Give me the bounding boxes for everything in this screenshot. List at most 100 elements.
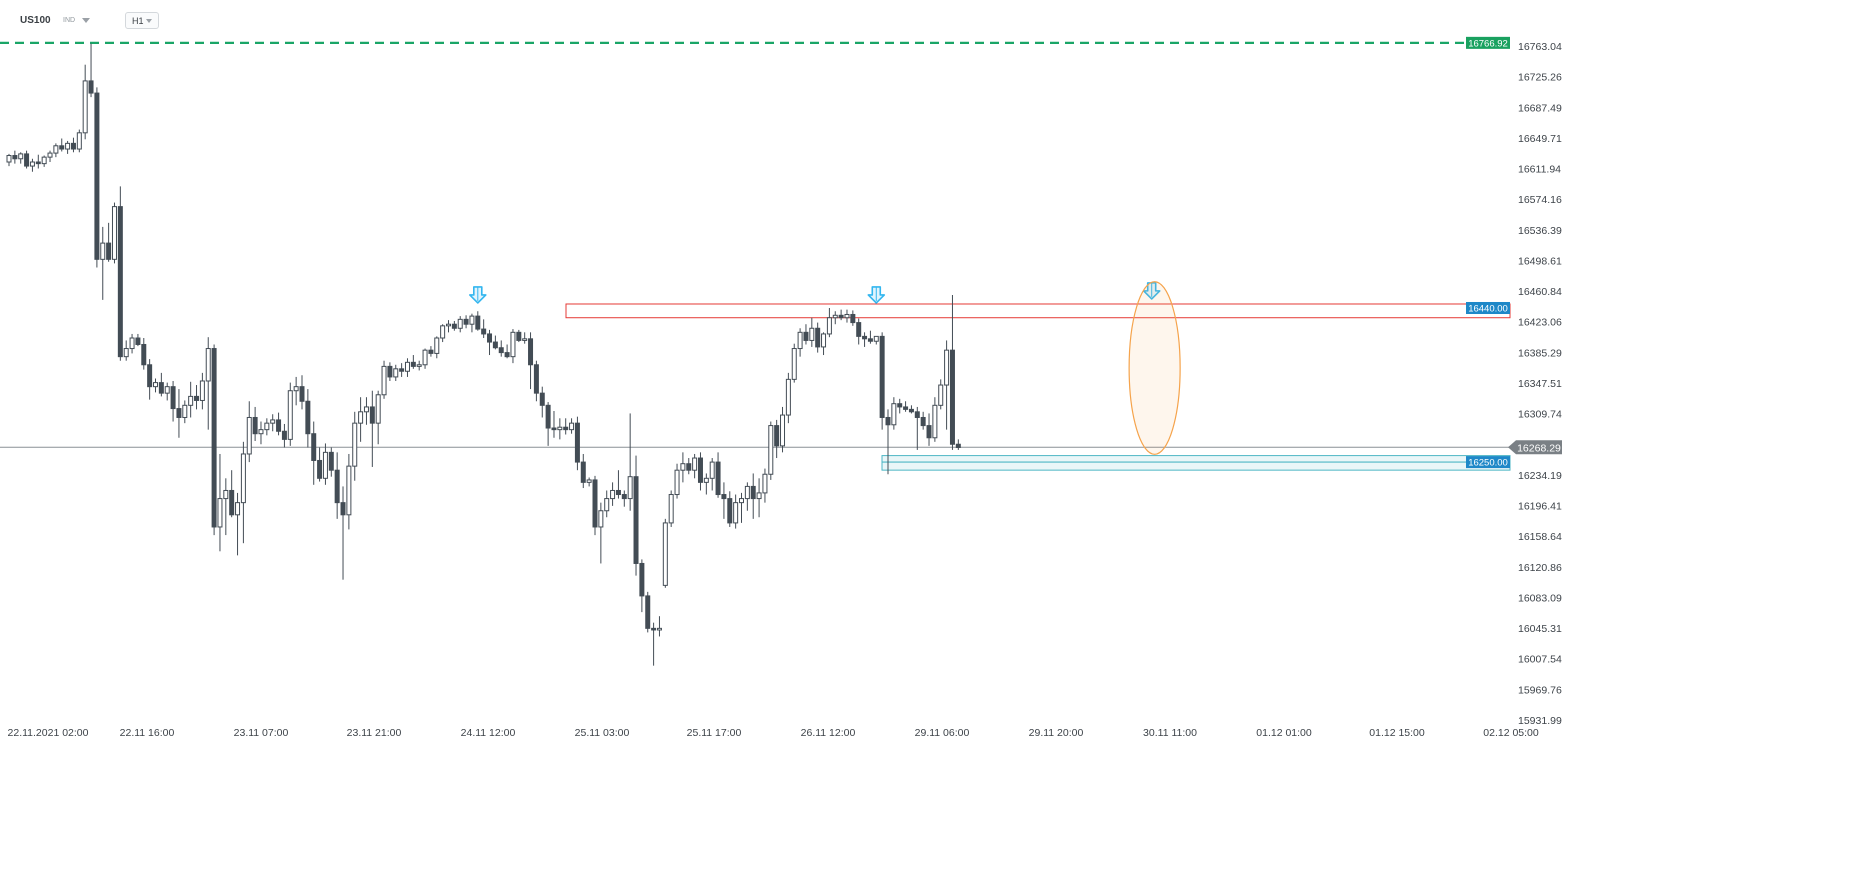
candle bbox=[469, 313, 475, 333]
candle bbox=[381, 360, 387, 399]
chevron-down-icon[interactable] bbox=[82, 18, 90, 23]
candle-body bbox=[258, 429, 264, 435]
candle-body bbox=[627, 476, 633, 500]
candle bbox=[352, 411, 358, 481]
candle bbox=[223, 478, 229, 536]
candle bbox=[111, 202, 117, 264]
candle bbox=[727, 491, 733, 527]
candle bbox=[733, 494, 739, 529]
candle bbox=[680, 452, 686, 483]
resistance-zone bbox=[565, 303, 1511, 319]
candle-body bbox=[217, 498, 223, 528]
candle-body bbox=[47, 152, 53, 158]
chevron-down-icon bbox=[146, 19, 152, 23]
candle bbox=[744, 482, 750, 511]
candle-body bbox=[703, 477, 709, 483]
candle-body bbox=[223, 489, 229, 500]
candle bbox=[422, 348, 428, 369]
support-badge: 16250.00 bbox=[1466, 456, 1510, 469]
candle-body bbox=[674, 469, 680, 496]
x-tick-label: 01.12 15:00 bbox=[1369, 727, 1425, 739]
y-tick-label: 16385.29 bbox=[1518, 347, 1562, 359]
candle bbox=[545, 402, 551, 446]
candle bbox=[70, 137, 76, 153]
candle bbox=[815, 322, 821, 353]
candle bbox=[914, 406, 920, 450]
candle bbox=[270, 414, 276, 432]
candle bbox=[240, 441, 246, 544]
candle bbox=[211, 344, 217, 536]
candle-body bbox=[504, 352, 510, 358]
x-tick-label: 01.12 01:00 bbox=[1256, 727, 1312, 739]
candle bbox=[475, 311, 481, 331]
support-badge-bg bbox=[1466, 456, 1510, 469]
candle bbox=[797, 328, 803, 357]
instrument-type: IND bbox=[63, 17, 76, 24]
candle-body bbox=[211, 348, 217, 528]
candle-body bbox=[809, 327, 815, 341]
highlight-ellipse bbox=[1128, 281, 1181, 455]
candle-body bbox=[481, 328, 487, 335]
candle bbox=[363, 397, 369, 425]
candle-body bbox=[76, 132, 82, 150]
candle bbox=[317, 447, 323, 482]
candle-body bbox=[492, 341, 498, 349]
candle-body bbox=[645, 595, 651, 629]
symbol-name[interactable]: US100 bbox=[20, 15, 51, 26]
candle-body bbox=[363, 406, 369, 413]
candle-body bbox=[762, 473, 768, 494]
candle-body bbox=[692, 457, 698, 471]
candle bbox=[739, 492, 744, 523]
candle bbox=[598, 502, 604, 564]
candle bbox=[276, 412, 282, 436]
candle-body bbox=[299, 386, 305, 402]
candle-body bbox=[791, 348, 797, 380]
price-badges: 16766.92 16440.00 16250.00 16268.29 bbox=[1466, 36, 1562, 469]
timeframe-select[interactable]: H1 bbox=[125, 12, 159, 29]
candle-body bbox=[53, 145, 59, 154]
candle bbox=[867, 330, 873, 344]
candle-body bbox=[82, 80, 88, 134]
candle bbox=[774, 419, 780, 459]
candle-body bbox=[633, 476, 639, 564]
candle-body bbox=[721, 494, 727, 500]
resistance-badge-text: 16440.00 bbox=[1468, 303, 1508, 314]
candle-body bbox=[129, 337, 135, 350]
candle bbox=[750, 473, 756, 519]
candle bbox=[47, 150, 53, 163]
y-tick-label: 16347.51 bbox=[1518, 378, 1562, 390]
candle-body bbox=[610, 489, 616, 500]
price-axis: 16763.04 16725.26 16687.49 16649.71 16611.94… bbox=[1518, 41, 1562, 727]
candle bbox=[264, 418, 270, 436]
resistance-badge: 16440.00 bbox=[1466, 301, 1510, 314]
candle bbox=[803, 324, 809, 345]
candle bbox=[844, 309, 850, 323]
candle-body bbox=[797, 331, 803, 350]
candle-body bbox=[235, 502, 241, 516]
candle bbox=[528, 332, 534, 390]
candle-body bbox=[768, 425, 774, 475]
candle-body bbox=[176, 408, 182, 418]
x-tick-label: 29.11 20:00 bbox=[1029, 727, 1084, 739]
candle bbox=[35, 154, 41, 169]
candle-body bbox=[545, 404, 551, 429]
y-tick-label: 16423.06 bbox=[1518, 317, 1562, 329]
support-zone bbox=[881, 455, 1511, 471]
candle bbox=[217, 453, 223, 552]
candle-body bbox=[838, 314, 844, 319]
candle bbox=[832, 311, 838, 325]
candle-body bbox=[522, 338, 528, 341]
resistance-badge-bg bbox=[1466, 301, 1510, 314]
y-tick-label: 15931.99 bbox=[1518, 715, 1562, 727]
candle bbox=[428, 346, 434, 357]
candle bbox=[697, 452, 703, 491]
candle-body bbox=[88, 80, 94, 94]
candle-body bbox=[70, 142, 76, 150]
candle-body bbox=[932, 404, 938, 439]
current-price-badge: 16268.29 bbox=[1508, 440, 1562, 455]
candle bbox=[235, 492, 241, 556]
candle bbox=[539, 386, 545, 418]
chart-toolbar: US100 IND H1 bbox=[0, 0, 600, 36]
candle bbox=[346, 453, 352, 530]
